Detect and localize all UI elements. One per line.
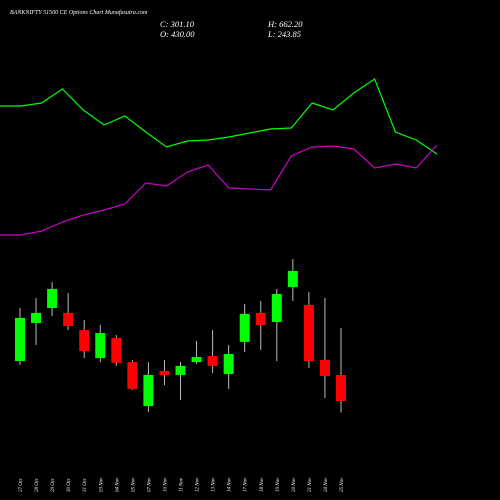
candle-body xyxy=(159,370,170,375)
candle-body xyxy=(63,312,74,326)
candle-body xyxy=(319,360,330,376)
candle-body xyxy=(47,288,58,309)
line xyxy=(0,78,438,155)
x-tick-label: 25 Nov xyxy=(340,477,345,492)
open-label: O: 430.00 xyxy=(160,29,195,39)
x-tick-label: 18 Nov xyxy=(260,477,265,492)
candle-body xyxy=(143,374,154,407)
x-tick-label: 19 Nov xyxy=(276,477,281,492)
candle-body xyxy=(271,293,282,322)
x-tick-label: 05 Nov xyxy=(131,477,136,492)
candle-body xyxy=(175,365,186,375)
high-label: H: 662.20 xyxy=(267,19,303,29)
x-tick-label: 30 Oct xyxy=(67,478,72,492)
candle-body xyxy=(31,312,42,323)
x-tick-label: 04 Nov xyxy=(115,477,120,492)
candle-body xyxy=(127,362,138,389)
line xyxy=(0,144,438,236)
x-tick-label: 07 Nov xyxy=(147,477,152,492)
candle-body xyxy=(191,357,202,363)
candle-body xyxy=(15,317,25,362)
candle-body xyxy=(95,333,106,359)
candle-body xyxy=(255,312,266,325)
x-tick-label: 03 Nov xyxy=(99,477,104,492)
x-tick-label: 14 Nov xyxy=(228,477,233,492)
x-tick-label: 27 Oct xyxy=(19,478,24,492)
candle-body xyxy=(223,354,234,374)
candle-body xyxy=(303,305,314,362)
x-tick-label: 21 Nov xyxy=(308,477,313,492)
candle-body xyxy=(207,356,218,366)
x-tick-label: 24 Nov xyxy=(324,477,329,492)
x-tick-label: 10 Nov xyxy=(163,477,168,492)
chart-title: BANKNIFTY 51500 CE Options Chart Munafas… xyxy=(10,9,148,16)
x-tick-label: 31 Oct xyxy=(83,478,88,492)
x-tick-label: 12 Nov xyxy=(196,477,201,492)
candle-body xyxy=(239,313,250,342)
candle-body xyxy=(336,374,346,401)
candle-body xyxy=(111,337,122,363)
candle-body xyxy=(79,330,90,351)
x-tick-label: 17 Nov xyxy=(244,477,249,492)
x-tick-label: 29 Oct xyxy=(51,478,56,492)
x-tick-label: 20 Nov xyxy=(292,477,297,492)
x-tick-label: 28 Oct xyxy=(35,478,40,492)
close-label: C: 301.10 xyxy=(160,19,195,29)
low-label: L: 243.85 xyxy=(267,29,301,39)
candle-body xyxy=(287,270,298,288)
x-tick-label: 11 Nov xyxy=(180,477,185,492)
x-tick-label: 13 Nov xyxy=(212,477,217,492)
